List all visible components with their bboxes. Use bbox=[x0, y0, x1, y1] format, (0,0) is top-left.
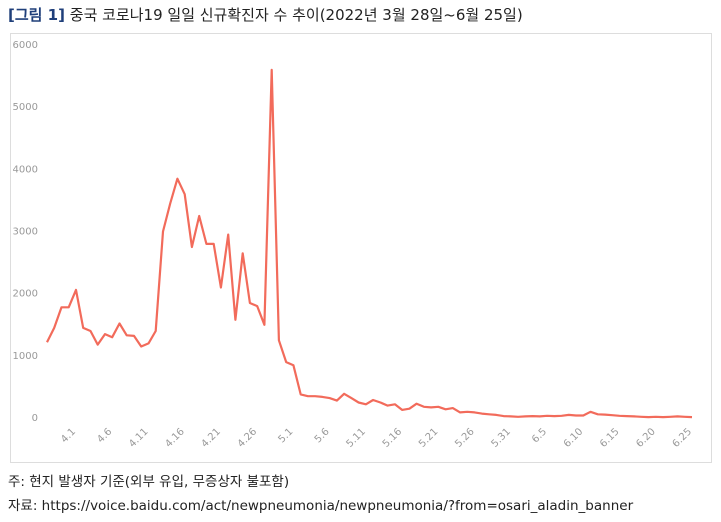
x-tick-label: 6.20 bbox=[634, 426, 658, 450]
x-tick-label: 6.15 bbox=[598, 426, 622, 450]
title-bar: [그림 1] 중국 코로나19 일일 신규확진자 수 추이(2022년 3월 2… bbox=[8, 4, 523, 25]
y-tick-label: 3000 bbox=[13, 227, 38, 238]
y-tick-label: 2000 bbox=[13, 289, 38, 300]
x-tick-label: 5.1 bbox=[277, 426, 296, 445]
x-tick-label: 6.25 bbox=[671, 426, 695, 450]
x-tick-label: 4.6 bbox=[95, 426, 114, 445]
x-tick-label: 4.21 bbox=[200, 426, 224, 450]
x-tick-label: 6.10 bbox=[562, 426, 586, 450]
chart-title: 중국 코로나19 일일 신규확진자 수 추이(2022년 3월 28일~6월 2… bbox=[69, 6, 523, 24]
x-tick-label: 5.21 bbox=[417, 426, 441, 450]
y-tick-label: 1000 bbox=[13, 351, 38, 362]
x-tick-label: 4.16 bbox=[163, 426, 187, 450]
y-tick-label: 4000 bbox=[13, 164, 38, 175]
x-tick-label: 5.31 bbox=[489, 426, 513, 450]
chart-frame bbox=[10, 33, 712, 463]
source: 자료: https://voice.baidu.com/act/newpneum… bbox=[8, 498, 634, 514]
x-tick-label: 6.5 bbox=[530, 426, 549, 445]
y-tick-label: 0 bbox=[32, 413, 38, 424]
footnotes: 주: 현지 발생자 기준(외부 유입, 무증상자 불포함) 자료: https:… bbox=[8, 470, 633, 518]
x-tick-label: 4.11 bbox=[127, 426, 151, 450]
x-tick-label: 5.11 bbox=[344, 426, 368, 450]
x-tick-label: 5.6 bbox=[313, 426, 332, 445]
x-tick-label: 5.26 bbox=[453, 426, 477, 450]
chart: 0 1000 2000 3000 4000 5000 6000 4.1 4.6 4.11 4.16 4… bbox=[10, 33, 712, 463]
x-tick-label: 5.16 bbox=[381, 426, 405, 450]
x-tick-label: 4.26 bbox=[236, 426, 260, 450]
y-tick-label: 6000 bbox=[13, 40, 38, 51]
series-line bbox=[46, 68, 693, 419]
x-tick-label: 4.1 bbox=[59, 426, 78, 445]
figure-label: [그림 1] bbox=[8, 6, 65, 24]
note: 주: 현지 발생자 기준(외부 유입, 무증상자 불포함) bbox=[8, 474, 290, 490]
y-tick-label: 5000 bbox=[13, 102, 38, 113]
